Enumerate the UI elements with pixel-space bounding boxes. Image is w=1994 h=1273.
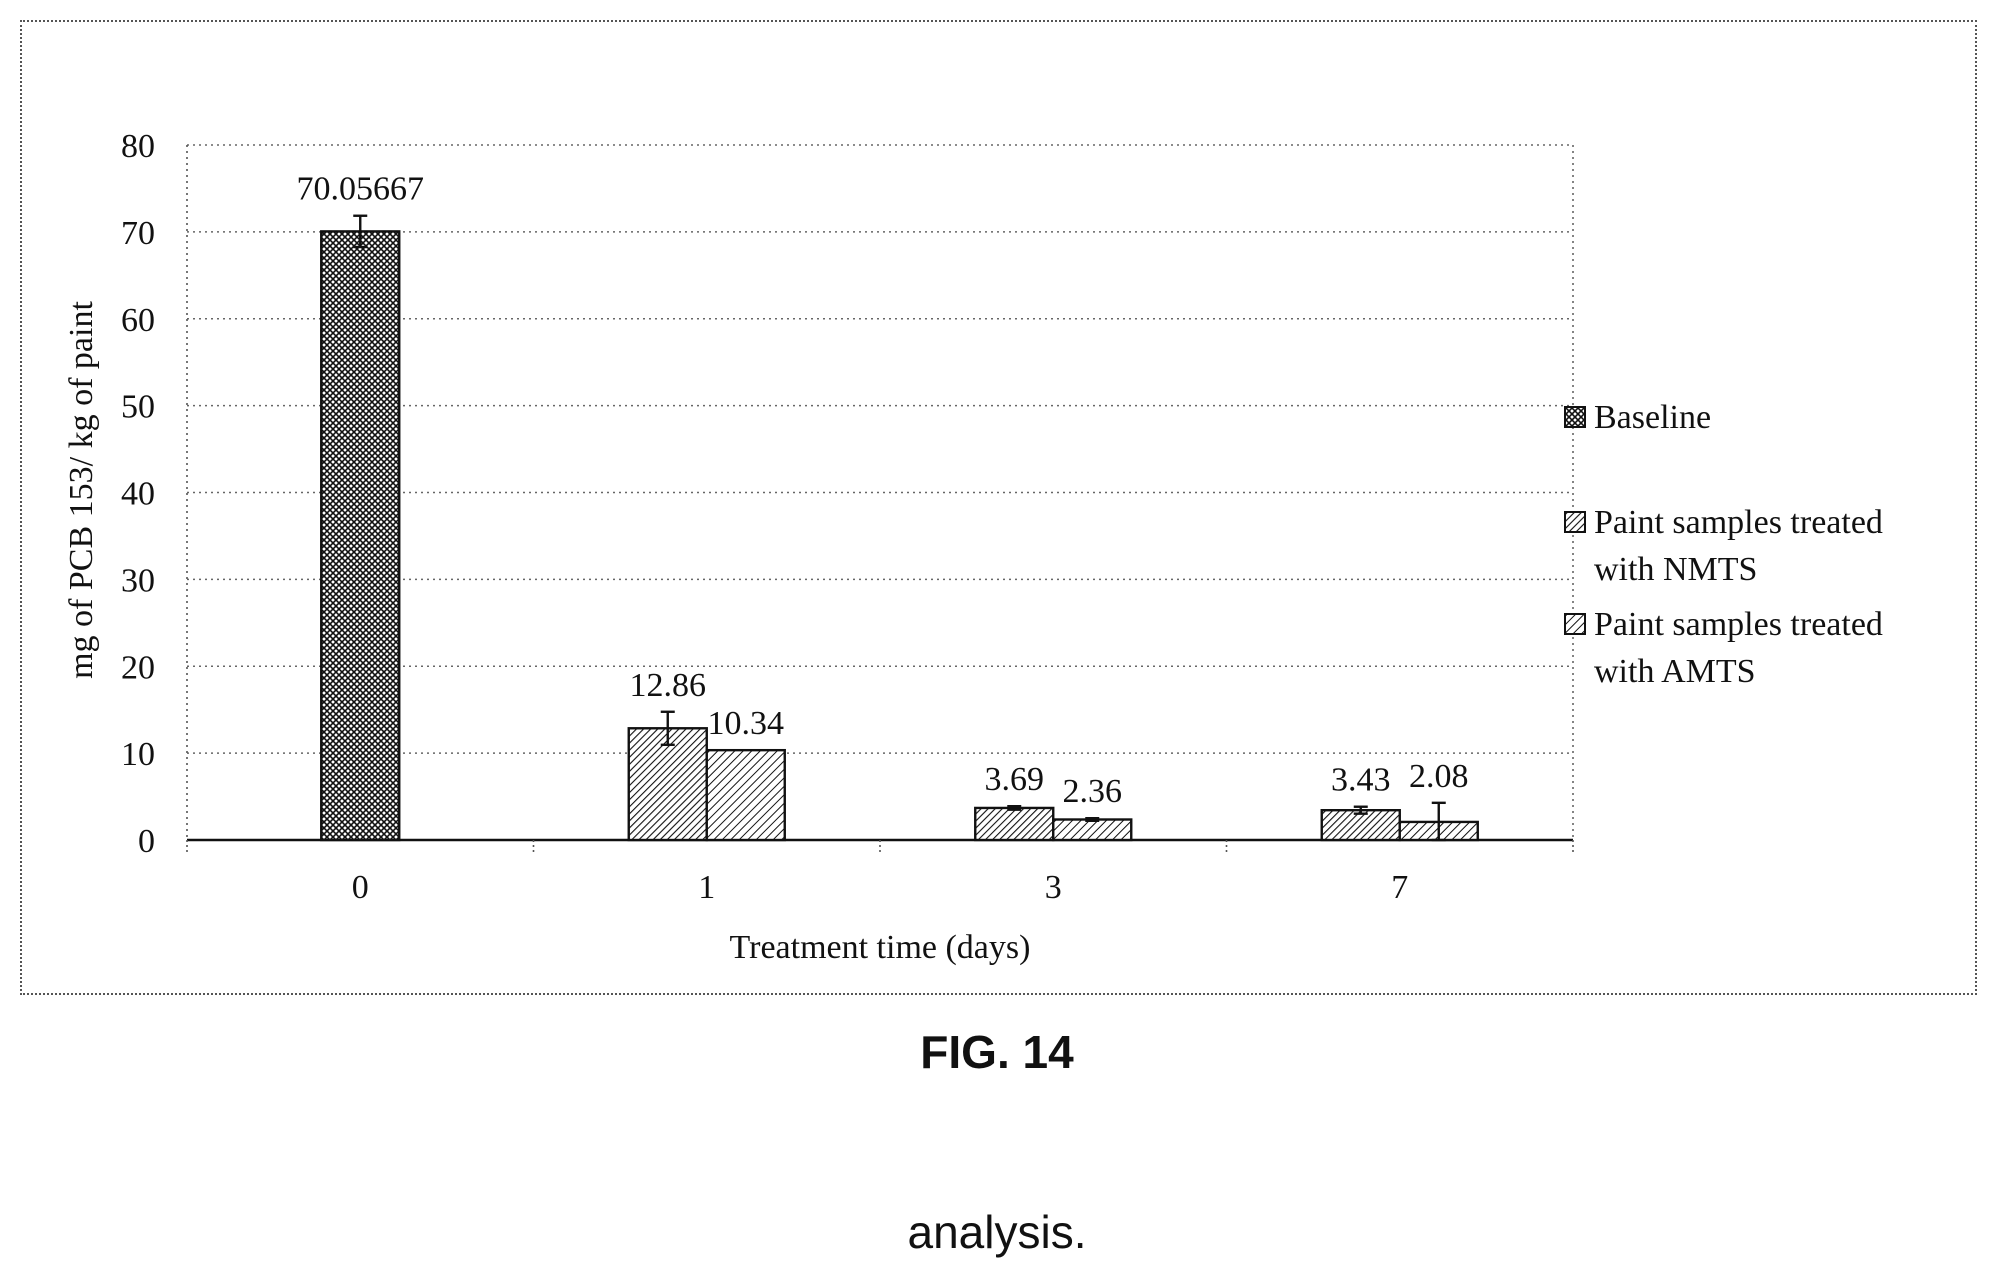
data-label: 3.43 bbox=[1331, 762, 1391, 799]
y-axis-title: mg of PCB 153/ kg of paint bbox=[63, 301, 100, 679]
x-tick-label: 0 bbox=[352, 869, 369, 906]
bar bbox=[1052, 818, 1133, 842]
axes: 0 10 20 30 40 50 60 70 80 0 1 3 7 bbox=[121, 128, 1574, 906]
legend-swatch bbox=[1564, 511, 1586, 533]
legend: Baseline Paint samples treated with NMTS Pa… bbox=[1564, 399, 1883, 690]
y-tick-label: 50 bbox=[121, 389, 155, 426]
data-label: 10.34 bbox=[708, 705, 785, 742]
bar-chart: 0 10 20 30 40 50 60 70 80 0 1 3 7 70.05667 12.8610.34… bbox=[63, 128, 1883, 966]
bars bbox=[320, 214, 1479, 842]
y-tick-label: 30 bbox=[121, 562, 155, 599]
legend-label: Paint samples treated bbox=[1594, 606, 1883, 643]
y-tick-label: 0 bbox=[138, 823, 155, 860]
y-tick-label: 70 bbox=[121, 215, 155, 252]
trailing-text: analysis. bbox=[907, 1206, 1087, 1258]
gridlines bbox=[187, 144, 1574, 840]
x-tick-label: 1 bbox=[698, 869, 715, 906]
legend-swatch bbox=[1564, 406, 1586, 428]
data-label: 70.05667 bbox=[297, 171, 425, 208]
chart-frame bbox=[20, 20, 1977, 995]
x-tick-label: 3 bbox=[1045, 869, 1062, 906]
data-label: 2.36 bbox=[1063, 773, 1123, 810]
bar bbox=[974, 806, 1055, 842]
y-tick-label: 10 bbox=[121, 736, 155, 773]
legend-label: with AMTS bbox=[1594, 653, 1756, 690]
y-tick-label: 40 bbox=[121, 476, 155, 513]
legend-label: Baseline bbox=[1594, 399, 1711, 436]
y-tick-label: 80 bbox=[121, 128, 155, 165]
legend-label: Paint samples treated bbox=[1594, 504, 1883, 541]
bar bbox=[705, 748, 786, 842]
figure-caption: FIG. 14 bbox=[920, 1026, 1074, 1078]
x-tick-label: 7 bbox=[1391, 869, 1408, 906]
y-tick-label: 20 bbox=[121, 649, 155, 686]
data-label: 2.08 bbox=[1409, 758, 1469, 795]
y-tick-label: 60 bbox=[121, 302, 155, 339]
x-axis-title: Treatment time (days) bbox=[730, 929, 1031, 966]
data-label: 3.69 bbox=[985, 761, 1045, 798]
legend-label: with NMTS bbox=[1594, 551, 1757, 588]
data-label: 12.86 bbox=[630, 667, 707, 704]
legend-swatch bbox=[1564, 613, 1586, 635]
bar bbox=[320, 230, 401, 842]
